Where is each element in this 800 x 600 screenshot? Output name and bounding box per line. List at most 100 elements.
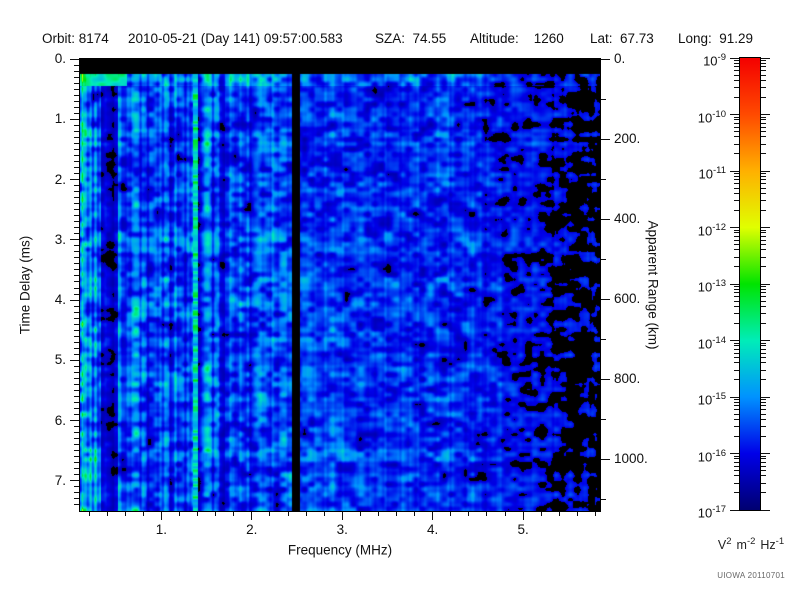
right-tick-label: 400.: [614, 211, 641, 226]
colorbar-minor-tick: [761, 426, 766, 428]
header-field: 2010-05-21 (Day 141) 09:57:00.583: [128, 31, 343, 46]
colorbar-minor-tick: [761, 136, 766, 138]
colorbar-minor-tick: [734, 461, 739, 463]
colorbar-minor-tick: [734, 173, 739, 175]
colorbar-minor-tick: [761, 143, 766, 145]
y-minor-tick: [74, 335, 79, 337]
colorbar-major-tick: [761, 340, 770, 341]
colorbar-minor-tick: [761, 461, 766, 463]
x-minor-tick: [450, 512, 452, 516]
colorbar-minor-tick: [734, 232, 739, 234]
right-minor-tick: [601, 98, 606, 100]
spectrogram-image[interactable]: [80, 59, 600, 511]
colorbar-minor-tick: [761, 126, 766, 128]
colorbar-tick-label: 10-10: [697, 108, 726, 125]
y-minor-tick: [74, 486, 79, 488]
y-minor-tick: [74, 233, 79, 235]
colorbar-minor-tick: [734, 401, 739, 403]
colorbar-minor-tick: [734, 399, 739, 401]
colorbar-minor-tick: [734, 143, 739, 145]
colorbar-minor-tick: [761, 482, 766, 484]
colorbar-minor-tick: [761, 401, 766, 403]
right-minor-tick: [601, 498, 606, 500]
y-tick-label: 4.: [54, 292, 66, 308]
colorbar-minor-tick: [734, 296, 739, 298]
y-tick-label: 2.: [54, 171, 66, 187]
colorbar-minor-tick: [734, 342, 739, 344]
colorbar-minor-tick: [761, 313, 766, 315]
y-minor-tick: [74, 353, 79, 355]
colorbar-minor-tick: [761, 352, 766, 354]
y-tick-label: 3.: [54, 231, 66, 247]
colorbar-minor-tick: [734, 60, 739, 62]
x-tick-label: 2.: [246, 522, 258, 537]
y-minor-tick: [74, 414, 79, 416]
x-minor-tick: [396, 512, 398, 516]
colorbar-minor-tick: [734, 200, 739, 202]
x-major-tick: [341, 512, 343, 520]
colorbar-minor-tick: [734, 183, 739, 185]
y-minor-tick: [74, 245, 79, 247]
right-major-tick: [601, 378, 610, 380]
y-minor-tick: [74, 124, 79, 126]
colorbar-minor-tick: [761, 79, 766, 81]
colorbar-minor-tick: [761, 70, 766, 72]
colorbar-minor-tick: [761, 492, 766, 494]
y-minor-tick: [74, 438, 79, 440]
colorbar-minor-tick: [734, 369, 739, 371]
colorbar-minor-tick: [734, 96, 739, 98]
x-minor-tick: [287, 512, 289, 516]
colorbar-minor-tick: [734, 187, 739, 189]
colorbar-minor-tick: [761, 60, 766, 62]
y-minor-tick: [74, 166, 79, 168]
time-delay-axis-title: Time Delay (ms): [17, 235, 33, 335]
colorbar-major-tick: [761, 170, 770, 172]
colorbar-minor-tick: [761, 300, 766, 302]
colorbar-major-tick: [761, 396, 770, 398]
credit-watermark: UIOWA 20110701: [717, 571, 785, 580]
right-tick-label: 1000.: [614, 451, 648, 466]
x-minor-tick: [377, 512, 379, 516]
x-minor-tick: [486, 512, 488, 516]
colorbar-minor-tick: [734, 153, 739, 155]
colorbar: [739, 57, 761, 511]
colorbar-minor-tick: [761, 405, 766, 407]
colorbar-minor-tick: [761, 357, 766, 358]
y-minor-tick: [74, 377, 79, 379]
y-minor-tick: [74, 221, 79, 223]
y-minor-tick: [74, 160, 79, 162]
colorbar-minor-tick: [761, 179, 766, 181]
colorbar-tick-label: 10-14: [697, 334, 726, 351]
colorbar-minor-tick: [761, 200, 766, 202]
colorbar-minor-tick: [761, 266, 766, 268]
colorbar-minor-tick: [761, 131, 766, 132]
spectrogram-plot-area[interactable]: [79, 58, 601, 512]
x-major-tick: [432, 512, 434, 520]
colorbar-tick-label: 10-13: [697, 278, 726, 295]
colorbar-minor-tick: [734, 136, 739, 138]
colorbar-minor-tick: [734, 345, 739, 347]
colorbar-minor-tick: [734, 79, 739, 81]
colorbar-major-tick: [730, 57, 739, 59]
colorbar-minor-tick: [734, 357, 739, 358]
colorbar-minor-tick: [761, 305, 766, 307]
y-minor-tick: [74, 209, 79, 211]
y-minor-tick: [74, 365, 79, 367]
x-minor-tick: [233, 512, 235, 516]
x-minor-tick: [178, 512, 180, 516]
colorbar-minor-tick: [761, 183, 766, 185]
colorbar-minor-tick: [761, 348, 766, 350]
colorbar-minor-tick: [761, 286, 766, 288]
colorbar-minor-tick: [761, 239, 766, 241]
colorbar-minor-tick: [761, 229, 766, 231]
colorbar-minor-tick: [734, 244, 739, 245]
y-minor-tick: [74, 450, 79, 452]
y-major-tick: [70, 239, 79, 241]
colorbar-minor-tick: [761, 379, 766, 381]
y-major-tick: [70, 179, 79, 181]
colorbar-minor-tick: [734, 266, 739, 268]
colorbar-minor-tick: [761, 345, 766, 347]
y-tick-label: 6.: [54, 412, 66, 428]
colorbar-minor-tick: [761, 465, 766, 467]
y-minor-tick: [74, 136, 79, 138]
